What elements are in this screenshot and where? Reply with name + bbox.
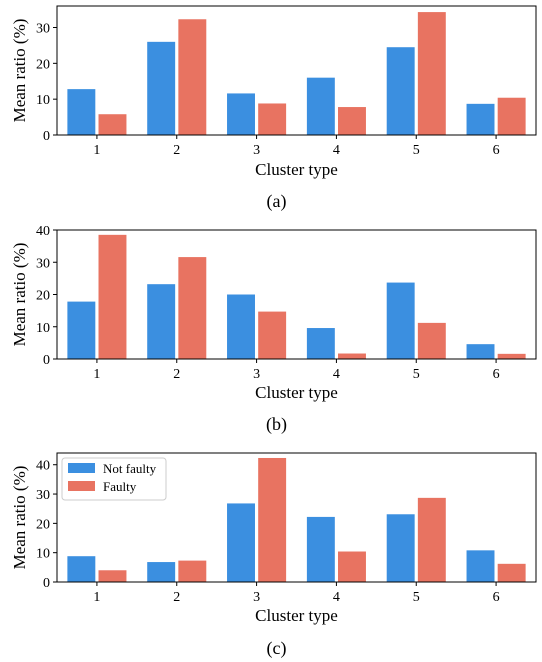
legend-label-not-faulty: Not faulty — [103, 461, 157, 476]
chart-panel-2: 0 10 20 30 40 1 2 3 4 5 6 Cluster type Mean ratio (%… — [10, 224, 537, 435]
y-tick-label: 0 — [43, 129, 50, 144]
bar-faulty-cluster-1 — [98, 570, 127, 582]
bar-not-faulty-cluster-6 — [466, 550, 495, 582]
bar-not-faulty-cluster-5 — [386, 282, 415, 359]
y-axis-label: Mean ratio (%) — [10, 243, 29, 347]
bar-faulty-cluster-6 — [497, 353, 526, 359]
y-axis-label: Mean ratio (%) — [10, 19, 29, 123]
bar-faulty-cluster-4 — [338, 107, 366, 135]
x-tick-label: 2 — [173, 367, 180, 382]
plot-frame — [56, 5, 537, 136]
bar-not-faulty-cluster-3 — [227, 93, 255, 135]
x-axis-label: Cluster type — [255, 606, 338, 625]
bar-faulty-cluster-5 — [417, 497, 446, 582]
x-tick-label: 5 — [413, 590, 420, 605]
bar-not-faulty-cluster-4 — [306, 516, 335, 582]
x-tick-label: 3 — [253, 590, 260, 605]
x-tick-label: 3 — [253, 143, 260, 158]
y-tick-label: 10 — [36, 547, 50, 562]
panel-caption: (b) — [266, 414, 287, 435]
y-tick-label: 30 — [36, 256, 50, 271]
bar-faulty-cluster-2 — [178, 19, 207, 135]
y-axis-label: Mean ratio (%) — [10, 466, 29, 570]
bar-faulty-cluster-1 — [98, 234, 127, 359]
bar-not-faulty-cluster-1 — [67, 556, 96, 582]
x-axis-label: Cluster type — [255, 383, 338, 402]
bar-not-faulty-cluster-5 — [386, 47, 415, 135]
panel-caption: (c) — [267, 638, 287, 659]
bar-not-faulty-cluster-4 — [306, 77, 335, 135]
legend: Not faulty Faulty — [61, 457, 167, 501]
plot-frame — [56, 229, 537, 360]
bar-faulty-cluster-2 — [178, 257, 207, 359]
x-tick-label: 5 — [413, 143, 420, 158]
y-tick-label: 20 — [36, 517, 50, 532]
x-tick-label: 3 — [253, 367, 260, 382]
x-tick-label: 2 — [173, 590, 180, 605]
y-tick-label: 40 — [36, 459, 50, 474]
bar-not-faulty-cluster-6 — [466, 344, 495, 359]
bar-not-faulty-cluster-6 — [466, 103, 495, 135]
x-tick-label: 5 — [413, 367, 420, 382]
legend-swatch-faulty — [68, 481, 95, 491]
bar-faulty-cluster-3 — [258, 457, 287, 582]
bar-faulty-cluster-3 — [258, 311, 287, 359]
bar-not-faulty-cluster-4 — [306, 328, 335, 359]
x-tick-label: 1 — [93, 143, 100, 158]
y-tick-label: 0 — [43, 353, 50, 368]
y-tick-label: 30 — [36, 488, 50, 503]
bar-not-faulty-cluster-5 — [386, 514, 415, 582]
bar-faulty-cluster-3 — [258, 103, 287, 135]
y-tick-label: 10 — [36, 93, 50, 108]
chart-panel-3: 0 10 20 30 40 1 2 3 4 5 6 Cluster type Mean ratio (%… — [10, 452, 537, 659]
bar-faulty-cluster-6 — [497, 563, 526, 582]
x-tick-label: 6 — [493, 590, 500, 605]
y-tick-label: 10 — [36, 321, 50, 336]
bar-not-faulty-cluster-2 — [147, 284, 176, 359]
bar-faulty-cluster-5 — [417, 12, 446, 136]
bar-not-faulty-cluster-1 — [67, 301, 96, 359]
legend-label-faulty: Faulty — [103, 479, 137, 494]
x-tick-label: 4 — [333, 590, 340, 605]
y-tick-label: 40 — [36, 224, 50, 239]
y-tick-label: 30 — [36, 22, 50, 37]
bar-not-faulty-cluster-2 — [147, 562, 176, 582]
x-axis-label: Cluster type — [255, 160, 338, 179]
bar-not-faulty-cluster-2 — [147, 41, 176, 135]
plot-frame — [56, 452, 537, 583]
bar-faulty-cluster-4 — [338, 551, 366, 582]
bar-not-faulty-cluster-3 — [227, 503, 255, 582]
x-tick-label: 1 — [93, 590, 100, 605]
legend-swatch-not-faulty — [68, 463, 95, 473]
x-tick-label: 4 — [333, 367, 340, 382]
y-tick-label: 20 — [36, 57, 50, 72]
bar-faulty-cluster-2 — [178, 560, 207, 582]
bar-not-faulty-cluster-3 — [227, 294, 255, 359]
x-tick-label: 4 — [333, 143, 340, 158]
x-tick-label: 2 — [173, 143, 180, 158]
bar-faulty-cluster-6 — [497, 97, 526, 135]
x-tick-label: 1 — [93, 367, 100, 382]
chart-panel-1: 0 10 20 30 1 2 3 4 5 6 Cluster type Mean ratio (%) (… — [10, 5, 537, 212]
bar-faulty-cluster-5 — [417, 322, 446, 359]
bar-faulty-cluster-1 — [98, 114, 127, 135]
y-tick-label: 20 — [36, 289, 50, 304]
panel-caption: (a) — [267, 191, 287, 212]
x-tick-label: 6 — [493, 143, 500, 158]
x-tick-label: 6 — [493, 367, 500, 382]
bar-not-faulty-cluster-1 — [67, 89, 96, 135]
y-tick-label: 0 — [43, 576, 50, 591]
bar-faulty-cluster-4 — [338, 353, 366, 359]
